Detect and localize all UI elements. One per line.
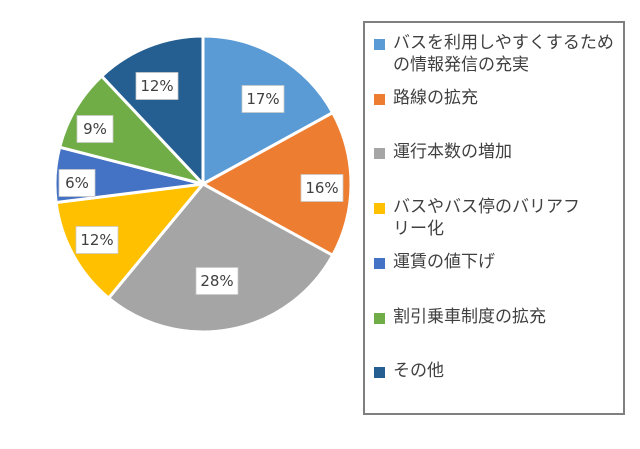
legend-label-6: その他 [393, 361, 444, 382]
legend-item-4: 運賃の値下げ [365, 249, 623, 304]
data-label-2: 28% [195, 267, 239, 295]
data-label-5: 9% [76, 115, 114, 143]
legend-label-0: バスを利用しやすくするため の情報発信の充実 [393, 33, 614, 75]
svg-text:16%: 16% [305, 179, 338, 197]
legend-label-2: 運行本数の増加 [393, 142, 512, 163]
data-label-0: 17% [241, 85, 285, 113]
svg-text:12%: 12% [140, 77, 173, 95]
legend-item-2: 運行本数の増加 [365, 139, 623, 194]
legend-label-1: 路線の拡充 [393, 87, 478, 108]
legend-item-3: バスやバス停のバリアフ リー化 [365, 194, 623, 249]
data-label-3: 12% [75, 226, 119, 254]
legend-item-1: 路線の拡充 [365, 85, 623, 140]
legend-swatch-2 [374, 148, 385, 160]
pie-slice-1 [201, 111, 353, 257]
legend-swatch-1 [374, 93, 385, 105]
legend-label-4: 運賃の値下げ [393, 251, 495, 272]
legend-item-6: その他 [365, 358, 623, 413]
data-label-1: 16% [300, 174, 344, 202]
pie-slice-5 [58, 74, 205, 186]
legend-swatch-3 [374, 203, 385, 215]
data-label-4: 6% [58, 169, 96, 197]
legend: バスを利用しやすくするため の情報発信の充実路線の拡充運行本数の増加バスやバス停… [363, 21, 625, 415]
svg-text:12%: 12% [80, 231, 113, 249]
svg-text:6%: 6% [65, 174, 89, 192]
legend-item-5: 割引乗車制度の拡充 [365, 304, 623, 359]
svg-text:28%: 28% [200, 272, 233, 290]
svg-text:9%: 9% [83, 120, 107, 138]
pie-slice-3 [54, 182, 205, 300]
data-label-6: 12% [135, 72, 179, 100]
legend-swatch-5 [374, 312, 385, 324]
legend-swatch-0 [374, 39, 385, 50]
legend-label-5: 割引乗車制度の拡充 [393, 306, 546, 327]
pie-slice-2 [107, 182, 335, 334]
svg-text:17%: 17% [246, 90, 279, 108]
legend-item-0: バスを利用しやすくするため の情報発信の充実 [365, 23, 623, 85]
legend-label-3: バスやバス停のバリアフ リー化 [393, 197, 580, 239]
legend-swatch-6 [374, 367, 385, 379]
legend-swatch-4 [374, 257, 385, 269]
